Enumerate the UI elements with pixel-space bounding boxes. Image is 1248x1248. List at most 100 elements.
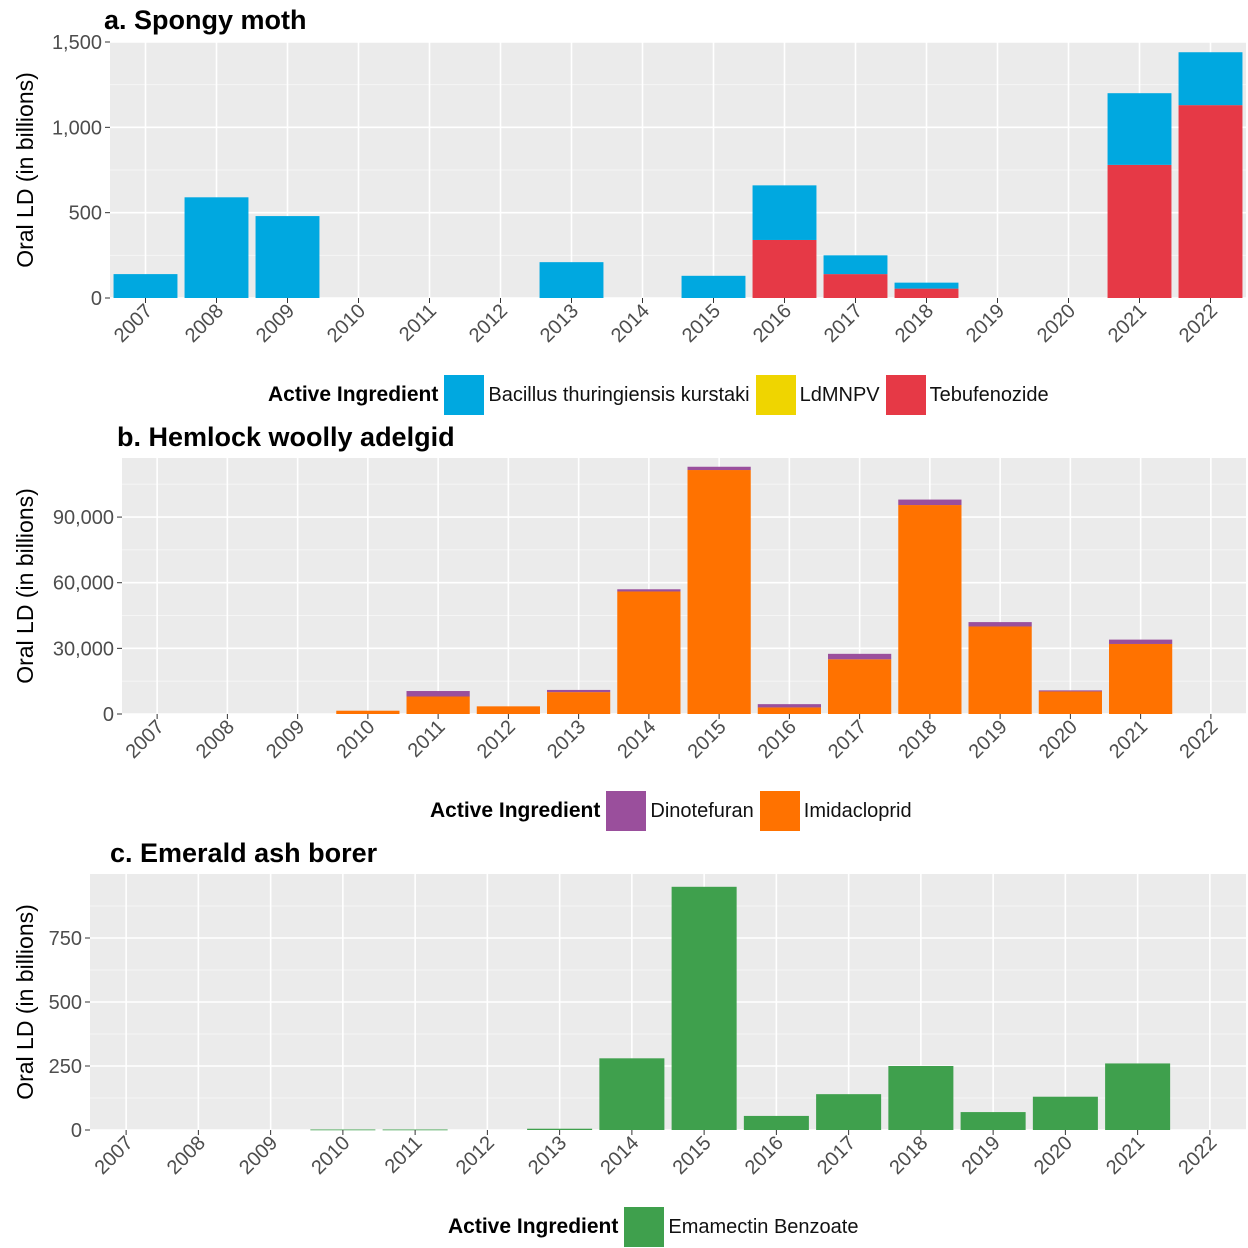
y-tick-label: 0 <box>71 1120 82 1142</box>
bar-bacillus-thuringiensis-kurstaki-2017 <box>823 255 888 275</box>
legend-swatch <box>885 375 926 415</box>
y-tick-label: 60,000 <box>53 573 114 595</box>
x-tick-label: 2021 <box>1102 1132 1149 1179</box>
y-tick-label: 0 <box>103 704 114 726</box>
legend-swatch <box>755 375 796 415</box>
x-tick-label: 2013 <box>524 1132 571 1179</box>
bar-bacillus-thuringiensis-kurstaki-2015 <box>681 275 746 298</box>
y-tick-label: 90,000 <box>53 507 114 529</box>
bar-imidacloprid-2011 <box>406 696 470 714</box>
x-tick-label: 2019 <box>962 300 1009 347</box>
x-tick-label: 2014 <box>596 1132 643 1179</box>
bar-dinotefuran-2016 <box>757 704 821 708</box>
x-tick-label: 2012 <box>473 716 520 763</box>
bar-emamectin-benzoate-2016 <box>743 1115 809 1130</box>
bar-dinotefuran-2015 <box>687 466 751 471</box>
bar-bacillus-thuringiensis-kurstaki-2008 <box>184 197 249 298</box>
legend-title: Active Ingredient <box>448 1215 619 1238</box>
y-tick-label: 750 <box>49 928 82 950</box>
legend-label: LdMNPV <box>799 383 880 406</box>
legend-label: Emamectin Benzoate <box>668 1215 859 1238</box>
bar-emamectin-benzoate-2017 <box>816 1094 882 1130</box>
bar-emamectin-benzoate-2021 <box>1105 1063 1171 1130</box>
bar-bacillus-thuringiensis-kurstaki-2016 <box>752 185 817 240</box>
chart-title: a. Spongy moth <box>104 5 307 35</box>
x-tick-label: 2020 <box>1030 1132 1077 1179</box>
x-tick-label: 2017 <box>813 1132 860 1179</box>
x-tick-label: 2009 <box>235 1132 282 1179</box>
x-tick-label: 2018 <box>894 716 941 763</box>
legend-swatch <box>624 1207 665 1247</box>
y-tick-label: 250 <box>49 1056 82 1078</box>
bar-tebufenozide-2022 <box>1178 105 1243 298</box>
x-tick-label: 2011 <box>381 1132 427 1178</box>
x-tick-label: 2010 <box>332 716 379 763</box>
bar-dinotefuran-2020 <box>1038 690 1102 692</box>
chart-hemlock-woolly-adelgid: 0 30,000 60,000 90,000 2007 2008 2009 2010 2011 2… <box>12 458 1246 763</box>
y-axis-label: Oral LD (in billions) <box>12 488 38 684</box>
panel-spongy-moth: a. Spongy moth 0 500 1,000 1,500 2007 2008 200… <box>0 0 1248 415</box>
bar-emamectin-benzoate-2018 <box>888 1066 954 1130</box>
bar-emamectin-benzoate-2015 <box>671 886 737 1130</box>
bar-dinotefuran-2018 <box>898 499 962 506</box>
bar-tebufenozide-2017 <box>823 274 888 298</box>
chart-title: c. Emerald ash borer <box>110 838 378 868</box>
x-tick-label: 2010 <box>307 1132 354 1179</box>
x-tick-label: 2022 <box>1174 1132 1221 1179</box>
bar-imidacloprid-2010 <box>336 710 400 714</box>
bar-bacillus-thuringiensis-kurstaki-2007 <box>113 274 178 298</box>
x-tick-label: 2019 <box>965 716 1012 763</box>
x-tick-label: 2022 <box>1175 300 1222 347</box>
legend-label: Dinotefuran <box>650 799 754 822</box>
x-tick-label: 2021 <box>1104 300 1151 347</box>
legend-label: Imidacloprid <box>803 799 912 822</box>
x-tick-label: 2011 <box>404 716 450 762</box>
chart-title: b. Hemlock woolly adelgid <box>117 422 455 452</box>
bar-emamectin-benzoate-2020 <box>1032 1096 1098 1130</box>
x-tick-label: 2018 <box>891 300 938 347</box>
bar-emamectin-benzoate-2011 <box>382 1129 448 1131</box>
panel-hemlock-woolly-adelgid: b. Hemlock woolly adelgid 0 30,000 60,000 9… <box>0 416 1248 832</box>
legend-item-ldmnpv: LdMNPV <box>755 375 884 415</box>
x-tick-label: 2010 <box>323 300 370 347</box>
y-tick-label: 500 <box>49 992 82 1014</box>
x-tick-label: 2016 <box>754 716 801 763</box>
bar-tebufenozide-2018 <box>894 288 959 298</box>
legend-item-dinotefuran: Dinotefuran <box>606 791 757 831</box>
y-tick-label: 1,000 <box>52 117 102 139</box>
bar-imidacloprid-2013 <box>547 692 611 714</box>
x-tick-label: 2013 <box>536 300 583 347</box>
bar-tebufenozide-2016 <box>752 239 817 298</box>
bar-bacillus-thuringiensis-kurstaki-2021 <box>1107 93 1172 165</box>
bar-dinotefuran-2013 <box>547 689 611 693</box>
legend-title: Active Ingredient <box>268 383 439 406</box>
legend-item-imidacloprid: Imidacloprid <box>759 791 916 831</box>
bar-dinotefuran-2014 <box>617 589 681 592</box>
legend-item-tebufenozide: Tebufenozide <box>885 375 1053 415</box>
bar-bacillus-thuringiensis-kurstaki-2009 <box>255 216 320 298</box>
bar-emamectin-benzoate-2014 <box>599 1058 665 1130</box>
legend-swatch <box>606 791 647 831</box>
x-tick-label: 2007 <box>91 1132 138 1179</box>
legend-title: Active Ingredient <box>430 799 601 822</box>
chart-spongy-moth: 0 500 1,000 1,500 2007 2008 2009 2010 2011 2012 20… <box>12 32 1246 347</box>
x-tick-label: 2021 <box>1105 716 1152 763</box>
x-tick-label: 2014 <box>607 300 654 347</box>
legend: Active Ingredient Dinotefuran Imidaclopri… <box>430 790 918 832</box>
bar-imidacloprid-2019 <box>968 626 1032 714</box>
bar-dinotefuran-2011 <box>406 691 470 697</box>
bar-imidacloprid-2018 <box>898 505 962 714</box>
chart-emerald-ash-borer: 0 250 500 750 2007 2008 2009 2010 2011 2012 2013 20… <box>12 874 1246 1179</box>
legend-swatch <box>444 375 485 415</box>
bar-dinotefuran-2019 <box>968 622 1032 627</box>
x-tick-label: 2008 <box>192 716 239 763</box>
x-tick-label: 2007 <box>122 716 169 763</box>
x-tick-label: 2015 <box>678 300 725 347</box>
bar-bacillus-thuringiensis-kurstaki-2018 <box>894 282 959 289</box>
x-tick-label: 2012 <box>465 300 512 347</box>
legend-item-emamectin-benzoate: Emamectin Benzoate <box>624 1207 862 1247</box>
x-tick-label: 2013 <box>543 716 590 763</box>
legend-item-bacillus-thuringiensis-kurstaki: Bacillus thuringiensis kurstaki <box>444 375 753 415</box>
y-tick-label: 500 <box>69 203 102 225</box>
bar-tebufenozide-2021 <box>1107 164 1172 298</box>
